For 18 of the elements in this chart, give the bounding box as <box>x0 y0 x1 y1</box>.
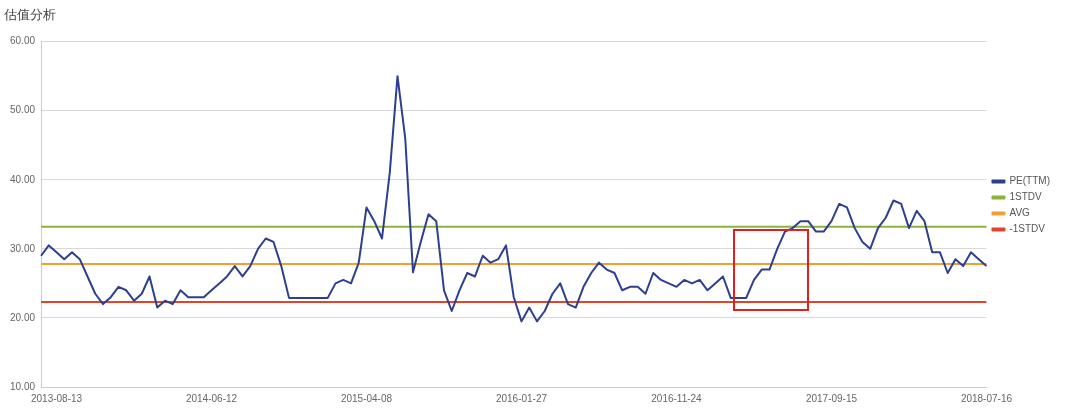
y-tick-label: 60.00 <box>9 35 36 47</box>
legend-label: PE(TTM) <box>1009 175 1050 187</box>
x-tick-label: 2018-07-16 <box>960 392 1013 404</box>
y-tick-label: 50.00 <box>9 104 36 116</box>
legend-label: AVG <box>1009 207 1031 219</box>
x-tick-label: 2014-06-12 <box>185 392 238 404</box>
y-tick-label: 20.00 <box>9 311 36 323</box>
legend-label: -1STDV <box>1009 223 1046 235</box>
y-tick-label: 40.00 <box>9 173 36 185</box>
legend-label: 1STDV <box>1009 191 1043 203</box>
y-tick-label: 10.00 <box>9 380 36 392</box>
x-tick-label: 2016-01-27 <box>495 392 548 404</box>
x-tick-label: 2017-09-15 <box>805 392 858 404</box>
y-tick-label: 30.00 <box>9 242 36 254</box>
x-tick-label: 2016-11-24 <box>651 392 703 404</box>
x-tick-label: 2013-08-13 <box>30 392 83 404</box>
x-tick-label: 2015-04-08 <box>340 392 393 404</box>
chart-title: 估值分析 <box>3 7 56 23</box>
